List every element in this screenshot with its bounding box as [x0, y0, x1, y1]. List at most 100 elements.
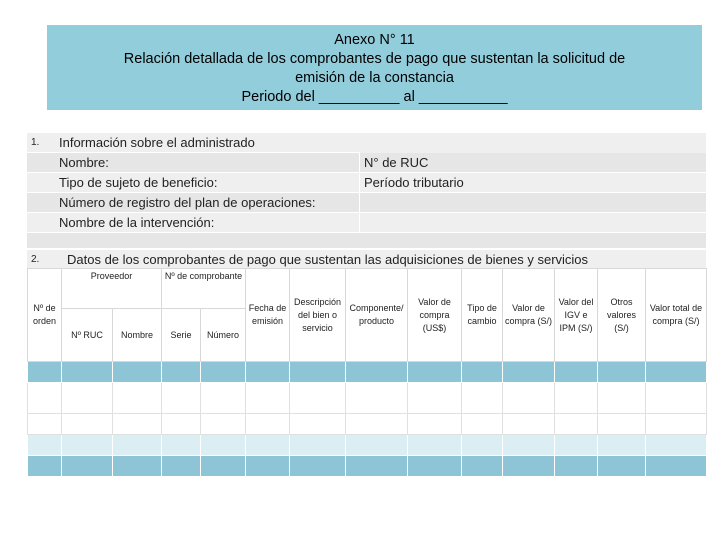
data-cell [597, 413, 646, 435]
group-header: Nº de comprobante [161, 268, 246, 309]
data-cell [345, 455, 408, 477]
data-cell [502, 434, 555, 456]
data-cell [597, 361, 646, 383]
data-cell [345, 361, 408, 383]
data-cell [200, 455, 246, 477]
section-title: Información sobre el administrado [27, 133, 360, 153]
section-row: 2. Datos de los comprobantes de pago que… [27, 250, 706, 268]
data-cell [461, 413, 503, 435]
data-row [27, 413, 707, 435]
receipts-table: Nº de orden Proveedor Nº de comprobante Fec… [27, 268, 707, 477]
data-row [27, 434, 707, 456]
data-cell [200, 382, 246, 414]
header-row: Nº RUC Nombre Serie Número [28, 308, 707, 362]
data-cell [645, 361, 707, 383]
title-line: Relación detallada de los comprobantes d… [123, 51, 626, 67]
data-cell [597, 455, 646, 477]
data-cell [502, 455, 555, 477]
data-cell [245, 382, 290, 414]
data-cell [289, 434, 346, 456]
data-row [27, 361, 707, 383]
data-cell [289, 361, 346, 383]
column-header: Serie [161, 308, 201, 362]
section-number: 1. [31, 137, 40, 148]
data-cell [245, 434, 290, 456]
data-cell [645, 382, 707, 414]
column-header: Nº RUC [61, 308, 113, 362]
column-header: Componente/ producto [345, 268, 408, 362]
section-title: Datos de los comprobantes de pago que su… [67, 252, 589, 267]
data-cell [200, 434, 246, 456]
title-line: Periodo del __________ al ___________ [241, 89, 508, 105]
data-cell [554, 455, 598, 477]
data-cell [27, 434, 62, 456]
field-label: Número de registro del plan de operacion… [27, 193, 360, 213]
field-row: Tipo de sujeto de beneficio: Período tri… [27, 173, 706, 193]
data-cell [61, 455, 113, 477]
data-cell [554, 361, 598, 383]
data-cell [345, 382, 408, 414]
data-cell [27, 382, 62, 414]
data-cell [345, 413, 408, 435]
column-header: Valor de compra (US$) [407, 268, 462, 362]
header-row: Nº de orden Proveedor Nº de comprobante Fec… [27, 268, 707, 362]
data-cell [461, 434, 503, 456]
data-cell [289, 455, 346, 477]
title-line: Anexo N° 11 [334, 32, 415, 48]
field-label: Nombre: [27, 153, 360, 173]
data-cell [61, 434, 113, 456]
field-label: Tipo de sujeto de beneficio: [27, 173, 360, 193]
data-cell [161, 361, 201, 383]
data-cell [345, 434, 408, 456]
column-header: Valor del IGV e IPM (S/) [554, 268, 598, 362]
field-row: Número de registro del plan de operacion… [27, 193, 706, 213]
data-cell [645, 413, 707, 435]
data-cell [502, 361, 555, 383]
data-cell [112, 382, 162, 414]
data-cell [289, 382, 346, 414]
column-header: Descripción del bien o servicio [289, 268, 346, 362]
data-cell [645, 455, 707, 477]
data-cell [461, 455, 503, 477]
column-header: Nº de orden [27, 268, 62, 362]
data-cell [161, 413, 201, 435]
data-row [27, 455, 707, 477]
data-cell [112, 434, 162, 456]
column-header: Nombre [112, 308, 162, 362]
data-cell [502, 382, 555, 414]
data-cell [112, 413, 162, 435]
data-cell [407, 361, 462, 383]
column-header: Valor de compra (S/) [502, 268, 555, 362]
data-cell [407, 455, 462, 477]
data-cell [289, 413, 346, 435]
group-header: Proveedor [61, 268, 162, 309]
data-cell [27, 455, 62, 477]
data-cell [245, 455, 290, 477]
title-line: emisión de la constancia [295, 70, 454, 86]
data-cell [161, 434, 201, 456]
data-cell [407, 413, 462, 435]
data-cell [61, 382, 113, 414]
data-cell [27, 361, 62, 383]
column-header: Fecha de emisión [245, 268, 290, 362]
data-cell [161, 382, 201, 414]
field-row: Nombre de la intervención: [27, 213, 706, 233]
section-row: 1. Información sobre el administrado [27, 133, 706, 153]
data-cell [27, 413, 62, 435]
data-cell [200, 413, 246, 435]
data-cell [161, 455, 201, 477]
data-cell [61, 413, 113, 435]
title-box: Anexo N° 11 Relación detallada de los co… [47, 25, 702, 110]
data-cell [645, 434, 707, 456]
data-cell [597, 434, 646, 456]
data-cell [461, 382, 503, 414]
data-cell [245, 361, 290, 383]
data-cell [554, 434, 598, 456]
column-header: Tipo de cambio [461, 268, 503, 362]
data-cell [61, 361, 113, 383]
data-cell [112, 455, 162, 477]
column-header: Otros valores (S/) [597, 268, 646, 362]
data-cell [461, 361, 503, 383]
column-header: Valor total de compra (S/) [645, 268, 707, 362]
